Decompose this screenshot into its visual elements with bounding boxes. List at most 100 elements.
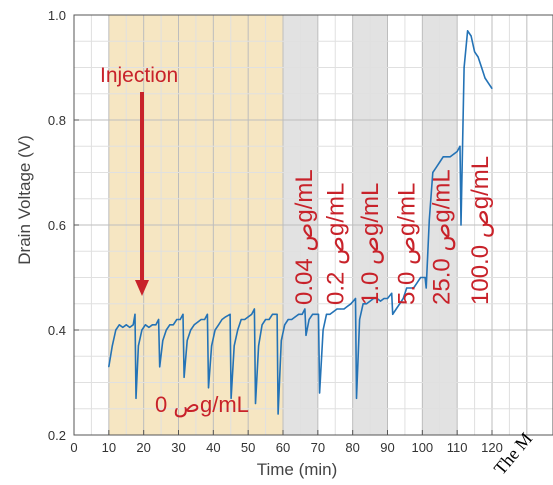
data-point bbox=[346, 305, 348, 307]
data-point bbox=[159, 366, 161, 368]
data-point bbox=[207, 387, 210, 389]
concentration-label-3: 5.0 صg/mL bbox=[394, 183, 421, 305]
data-point bbox=[355, 397, 358, 399]
data-point bbox=[395, 308, 397, 310]
x-tick-label-1: 10 bbox=[102, 440, 116, 455]
data-point bbox=[258, 345, 260, 347]
data-point bbox=[204, 318, 206, 321]
y-tick-label-4: 1.0 bbox=[48, 8, 66, 23]
data-point bbox=[453, 153, 455, 155]
x-tick-label-0: 0 bbox=[70, 440, 77, 455]
data-point bbox=[135, 397, 137, 399]
x-tick-label-6: 60 bbox=[276, 440, 290, 455]
data-point bbox=[287, 318, 289, 321]
data-point bbox=[151, 324, 153, 326]
data-point bbox=[460, 224, 462, 226]
data-point bbox=[200, 318, 202, 321]
data-point bbox=[305, 334, 307, 336]
data-point bbox=[376, 297, 378, 300]
data-point bbox=[487, 82, 490, 84]
data-point bbox=[350, 303, 352, 305]
data-point bbox=[186, 339, 188, 342]
data-point bbox=[366, 303, 368, 305]
data-point bbox=[392, 313, 394, 315]
data-point bbox=[298, 313, 300, 315]
data-point bbox=[470, 35, 472, 37]
x-tick-label-10: 100 bbox=[411, 440, 433, 455]
data-point bbox=[386, 297, 389, 300]
data-point bbox=[271, 313, 274, 315]
data-point bbox=[134, 313, 136, 315]
data-point bbox=[369, 300, 371, 302]
data-point bbox=[477, 56, 479, 58]
data-point bbox=[308, 318, 310, 321]
data-point bbox=[413, 287, 415, 289]
data-point bbox=[125, 324, 127, 326]
data-point bbox=[315, 313, 317, 315]
data-point bbox=[416, 282, 418, 284]
data-point bbox=[435, 166, 437, 168]
data-point bbox=[253, 308, 255, 310]
data-point bbox=[449, 156, 451, 158]
data-point bbox=[294, 316, 296, 318]
concentration-label-0: 0.04 صg/mL bbox=[291, 169, 318, 305]
data-point bbox=[322, 329, 324, 331]
x-tick-label-4: 40 bbox=[206, 440, 220, 455]
data-point bbox=[432, 171, 434, 174]
x-tick-label-5: 50 bbox=[241, 440, 255, 455]
data-point bbox=[268, 318, 270, 321]
data-point bbox=[254, 402, 257, 405]
data-point bbox=[291, 318, 293, 321]
x-tick-label-7: 70 bbox=[311, 440, 325, 455]
data-point bbox=[265, 318, 267, 321]
data-point bbox=[182, 313, 184, 315]
data-point bbox=[122, 326, 124, 328]
data-point bbox=[197, 321, 199, 323]
data-point bbox=[277, 413, 279, 415]
data-point bbox=[221, 318, 223, 321]
data-point bbox=[467, 30, 469, 32]
y-tick-label-1: 0.4 bbox=[48, 323, 66, 338]
data-point bbox=[206, 313, 208, 315]
data-point bbox=[244, 318, 246, 321]
y-tick-label-0: 0.2 bbox=[48, 428, 66, 443]
data-point bbox=[325, 313, 328, 315]
data-point bbox=[354, 297, 357, 300]
axis-ticks: 0 10 20 30 40 50 60 70 80 90 100 110 120 0.2 0.4 0.6 0.8… bbox=[48, 8, 503, 455]
data-point bbox=[179, 318, 181, 321]
data-point bbox=[240, 318, 242, 321]
data-point bbox=[319, 392, 321, 394]
data-point bbox=[132, 324, 134, 326]
data-point bbox=[362, 303, 364, 305]
concentration-label-5: 100.0 صg/mL bbox=[467, 156, 494, 305]
data-point bbox=[141, 329, 143, 331]
data-point bbox=[343, 308, 345, 310]
data-point bbox=[459, 145, 461, 147]
data-point bbox=[155, 324, 157, 326]
data-point bbox=[406, 287, 408, 289]
data-point bbox=[137, 345, 139, 347]
data-point bbox=[442, 156, 444, 158]
data-point bbox=[280, 339, 282, 342]
data-point bbox=[379, 300, 382, 302]
x-tick-label-12: 120 bbox=[481, 440, 503, 455]
data-point bbox=[237, 329, 239, 331]
injection-arrow-head bbox=[135, 280, 149, 296]
data-point bbox=[183, 376, 185, 378]
data-point bbox=[425, 287, 427, 289]
concentration-label-2: 1.0 صg/mL bbox=[357, 183, 384, 305]
concentration-label-4: 25.0 صg/mL bbox=[428, 169, 455, 305]
data-point bbox=[162, 339, 164, 342]
data-point bbox=[251, 313, 253, 315]
data-point bbox=[446, 156, 448, 158]
data-point bbox=[428, 219, 430, 221]
data-point bbox=[229, 313, 231, 315]
data-point bbox=[176, 318, 178, 321]
data-point bbox=[304, 308, 306, 310]
data-point bbox=[399, 303, 401, 305]
data-point bbox=[276, 313, 278, 315]
data-point bbox=[481, 66, 483, 69]
data-point bbox=[336, 308, 338, 310]
data-point bbox=[214, 329, 216, 331]
